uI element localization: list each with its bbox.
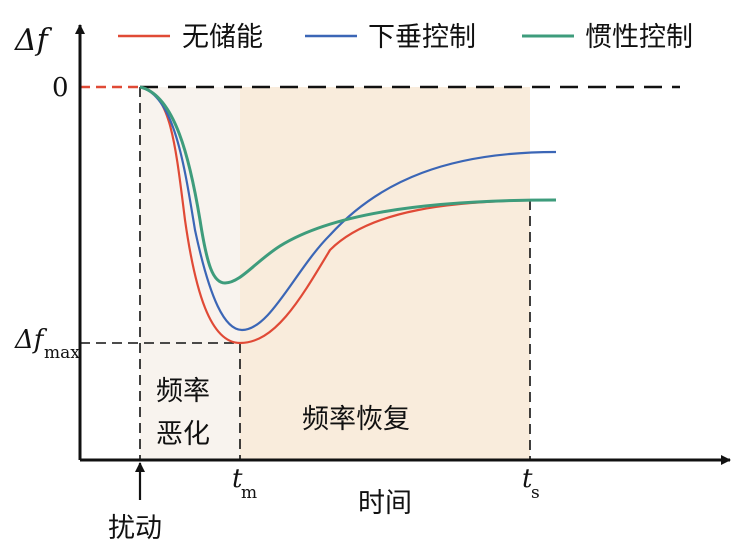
tm-subscript: m [241,483,257,503]
legend-label-inertia-control: 惯性控制 [585,22,693,53]
curve-no-storage [139,85,557,345]
disturbance-label: 扰动 [108,513,162,544]
curve-inertia-control [139,85,557,285]
legend-label-droop-control: 下垂控制 [368,22,476,53]
ts-label: t [522,464,533,494]
recovery-region [240,87,530,460]
deterioration-label-line2: 恶化 [156,419,210,450]
deterioration-label-line1: 频率 [156,376,210,407]
ts-subscript: s [531,483,540,503]
x-axis-label: 时间 [358,488,412,519]
y-axis-symbol: Δf [14,23,53,58]
curve-droop-control [139,85,557,332]
legend: 无储能 下垂控制 惯性控制 [118,22,693,53]
recovery-label: 频率恢复 [302,404,410,435]
y-zero-label: 0 [52,73,69,103]
deterioration-region [140,87,240,460]
guide-lines [80,85,680,460]
tm-label: t [232,464,243,494]
legend-label-no-storage: 无储能 [182,22,263,53]
deltaf-max-label: Δf [14,325,48,355]
deltaf-max-subscript: max [44,343,80,363]
